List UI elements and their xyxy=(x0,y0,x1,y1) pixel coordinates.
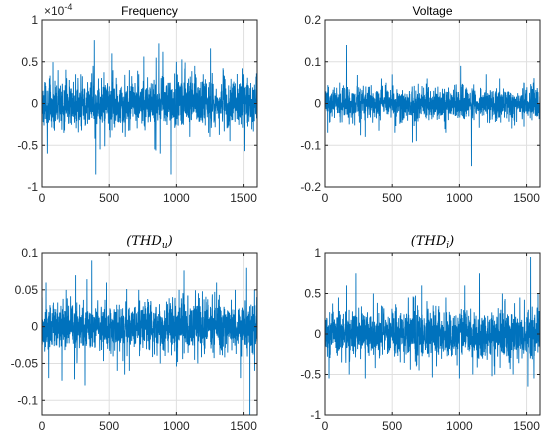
y-tick-label: 0 xyxy=(314,327,321,341)
chart-title: (THDi) xyxy=(411,234,454,251)
x-tick-label: 500 xyxy=(382,419,402,433)
y-tick-label: 0.2 xyxy=(304,13,321,27)
chart-panel-1: 0 500 1000 1500 -1 -0.5 0 0.5 1 Frequency ×10-4 xyxy=(17,2,258,205)
chart-title: (THDu) xyxy=(126,234,172,251)
y-tick-label: -0.2 xyxy=(300,180,321,194)
x-tick-label: 1500 xyxy=(513,191,540,205)
x-tick-label: 0 xyxy=(39,419,46,433)
y-tick-label: 0.05 xyxy=(15,283,39,297)
x-tick-label: 500 xyxy=(382,191,402,205)
y-tick-label: 0 xyxy=(314,97,321,111)
y-tick-label: -1 xyxy=(27,180,38,194)
y-tick-label: -0.1 xyxy=(17,393,38,407)
x-tick-label: 1000 xyxy=(446,419,473,433)
y-tick-label: 0.1 xyxy=(21,246,38,260)
x-tick-label: 1000 xyxy=(163,191,190,205)
x-tick-label: 500 xyxy=(99,191,119,205)
chart-title: Frequency xyxy=(121,4,178,18)
y-tick-label: -0.05 xyxy=(11,356,39,370)
chart-panel-2: 0 500 1000 1500 -0.2 -0.1 0 0.1 0.2 Voltage xyxy=(300,4,541,205)
y-tick-label: 0 xyxy=(31,97,38,111)
y-tick-label: -1 xyxy=(310,408,321,422)
series-line xyxy=(41,260,258,416)
y-tick-label: 0 xyxy=(31,320,38,334)
axes-box xyxy=(41,252,258,416)
x-tick-label: 1500 xyxy=(230,419,257,433)
y-tick-label: 1 xyxy=(31,13,38,27)
y-tick-label: -0.1 xyxy=(300,138,321,152)
x-tick-label: 0 xyxy=(322,419,329,433)
y-tick-label: -0.5 xyxy=(300,368,321,382)
y-tick-label: 0.5 xyxy=(304,287,321,301)
exponent-label: ×10-4 xyxy=(44,2,72,18)
x-tick-label: 1500 xyxy=(513,419,540,433)
x-tick-label: 1500 xyxy=(230,191,257,205)
y-tick-label: 0.5 xyxy=(21,55,38,69)
y-tick-label: 1 xyxy=(314,246,321,260)
x-tick-label: 1000 xyxy=(446,191,473,205)
series-line xyxy=(324,45,541,167)
chart-panel-4: 0 500 1000 1500 -1 -0.5 0 0.5 1 (THDi) xyxy=(300,234,541,433)
y-tick-label: 0.1 xyxy=(304,55,321,69)
x-tick-label: 500 xyxy=(99,419,119,433)
series-line xyxy=(41,40,258,175)
y-tick-label: -0.5 xyxy=(17,138,38,152)
series-line xyxy=(324,257,541,387)
x-tick-label: 0 xyxy=(39,191,46,205)
chart-title: Voltage xyxy=(412,4,452,18)
x-tick-label: 1000 xyxy=(163,419,190,433)
x-tick-label: 0 xyxy=(322,191,329,205)
chart-panel-3: 0 500 1000 1500 -0.1 -0.05 0 0.05 0.1 (THDu) xyxy=(11,234,258,433)
